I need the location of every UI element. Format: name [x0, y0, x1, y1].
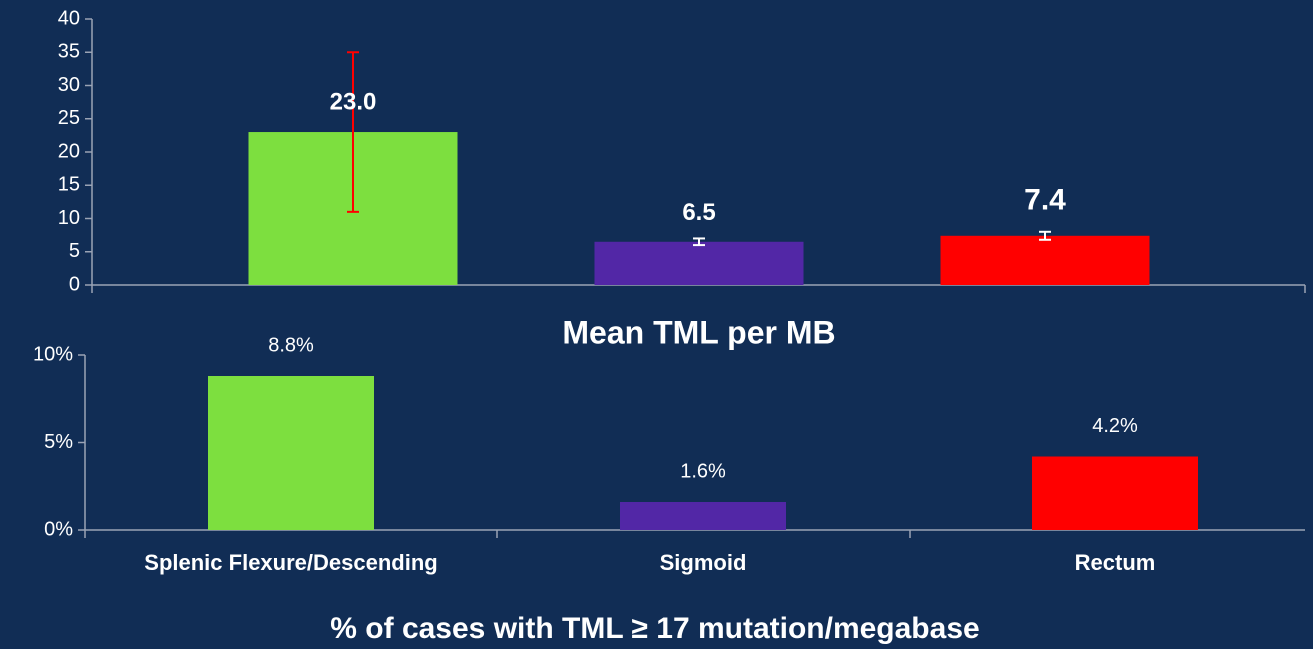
y-tick-label: 35: [58, 41, 80, 63]
y-tick-label: 25: [58, 107, 80, 129]
bar: [208, 376, 374, 530]
bar: [594, 241, 804, 285]
bar: [620, 502, 786, 530]
y-tick-label: 0%: [44, 518, 73, 540]
bar: [1032, 456, 1198, 530]
y-tick-label: 40: [58, 7, 80, 29]
y-tick-label: 15: [58, 174, 80, 196]
y-tick-label: 20: [58, 140, 80, 162]
y-tick-label: 5%: [44, 431, 73, 453]
y-tick-label: 10: [58, 207, 80, 229]
data-label: 6.5: [682, 199, 715, 226]
data-label: 4.2%: [1092, 415, 1138, 437]
x-tick-label: Sigmoid: [660, 550, 747, 575]
y-tick-label: 0: [69, 273, 80, 295]
y-tick-label: 30: [58, 74, 80, 96]
data-label: 23.0: [330, 88, 377, 115]
data-label: 8.8%: [268, 334, 314, 356]
y-tick-label: 5: [69, 240, 80, 262]
chart-2-x-label: % of cases with TML ≥ 17 mutation/megaba…: [330, 612, 979, 645]
x-tick-label: Rectum: [1075, 550, 1156, 575]
x-tick-label: Splenic Flexure/Descending: [144, 550, 437, 575]
y-tick-label: 10%: [33, 343, 73, 365]
chart-1-x-label: Mean TML per MB: [562, 314, 835, 350]
data-label: 1.6%: [680, 460, 726, 482]
data-label: 7.4: [1024, 184, 1066, 217]
bar: [940, 235, 1150, 285]
